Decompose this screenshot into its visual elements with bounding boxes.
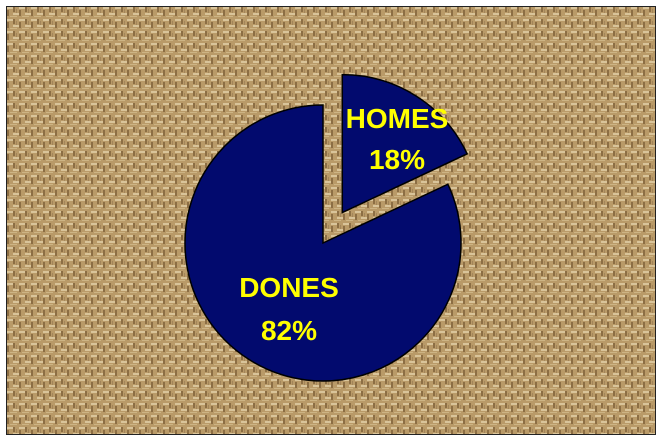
- pie-slice-homes: [341, 73, 469, 214]
- pie-chart: HOMES 18% DONES 82%: [184, 73, 469, 382]
- burlap-background: HOMES 18% DONES 82%: [7, 7, 655, 434]
- pie-slice-dones: [184, 104, 462, 382]
- slice-label-dones: DONES: [239, 272, 339, 303]
- slice-percent-dones: 82%: [261, 315, 317, 346]
- chart-frame: HOMES 18% DONES 82%: [6, 6, 656, 435]
- slice-percent-homes: 18%: [369, 144, 425, 175]
- slice-label-homes: HOMES: [346, 103, 449, 134]
